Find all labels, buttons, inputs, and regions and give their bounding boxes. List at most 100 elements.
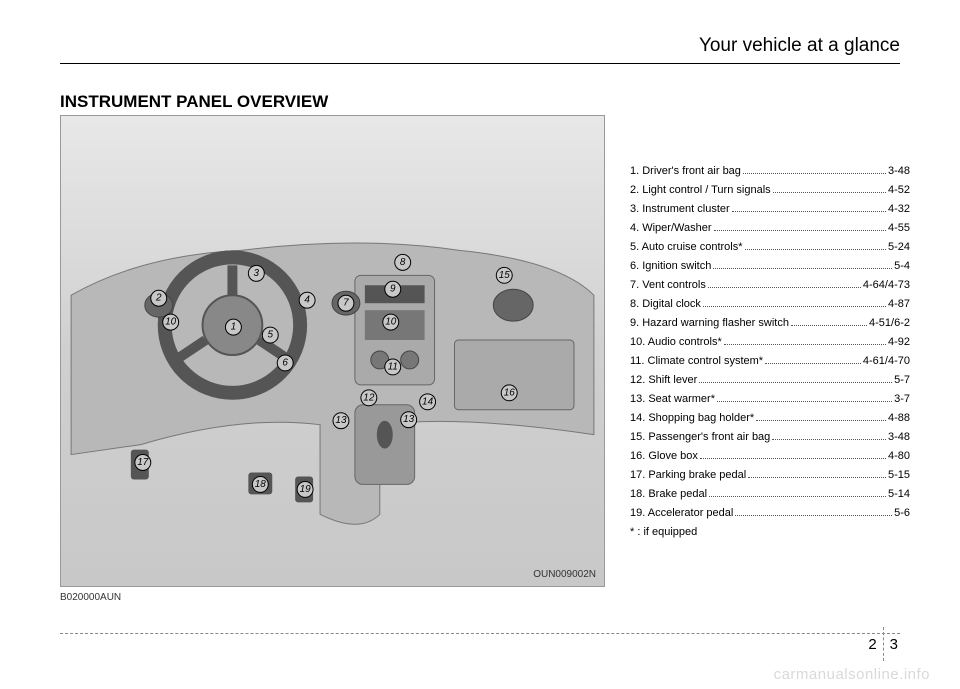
legend-item-ref: 3-48 (888, 431, 910, 443)
legend-item-label: 1. Driver's front air bag (630, 165, 741, 177)
legend-item-dots (756, 420, 886, 421)
callout-number: 15 (499, 270, 511, 281)
legend-item-dots (700, 458, 886, 459)
callout-number: 13 (335, 415, 347, 426)
legend-item: 18. Brake pedal 5-14 (630, 488, 910, 500)
legend-item: 17. Parking brake pedal 5-15 (630, 469, 910, 481)
legend-item: 6. Ignition switch 5-4 (630, 260, 910, 272)
callout-number: 10 (165, 317, 177, 328)
legend-item: 1. Driver's front air bag 3-48 (630, 165, 910, 177)
legend-item-dots (735, 515, 892, 516)
legend-item-dots (708, 287, 861, 288)
legend-item-ref: 4-55 (888, 222, 910, 234)
image-code-outer: B020000AUN (60, 592, 121, 603)
legend-item-label: 10. Audio controls* (630, 336, 722, 348)
callout-number: 13 (403, 414, 415, 425)
legend-item-dots (713, 268, 892, 269)
legend-item-dots (773, 192, 886, 193)
legend-item: 8. Digital clock 4-87 (630, 298, 910, 310)
legend-item-label: 12. Shift lever (630, 374, 697, 386)
legend-item-label: 19. Accelerator pedal (630, 507, 733, 519)
callout-number: 17 (137, 457, 149, 468)
legend-item: 15. Passenger's front air bag 3-48 (630, 431, 910, 443)
legend-item-label: 4. Wiper/Washer (630, 222, 712, 234)
legend-item-dots (748, 477, 886, 478)
legend-item: 19. Accelerator pedal 5-6 (630, 507, 910, 519)
legend-item-dots (743, 173, 886, 174)
header: Your vehicle at a glance (60, 35, 900, 64)
legend-item-dots (765, 363, 861, 364)
legend-footnote: * : if equipped (630, 526, 910, 538)
callout-number: 9 (390, 284, 396, 295)
legend-item-label: 9. Hazard warning flasher switch (630, 317, 789, 329)
legend-item-ref: 4-51/6-2 (869, 317, 910, 329)
legend-item-label: 16. Glove box (630, 450, 698, 462)
legend-item-dots (714, 230, 886, 231)
legend-item: 4. Wiper/Washer 4-55 (630, 222, 910, 234)
callout-number: 14 (422, 396, 434, 407)
legend-item-dots (724, 344, 886, 345)
legend-list: 1. Driver's front air bag 3-48 2. Light c… (630, 165, 910, 538)
callout-number: 16 (504, 387, 516, 398)
page-number-page: 3 (884, 636, 898, 653)
legend-item: 9. Hazard warning flasher switch 4-51/6-… (630, 317, 910, 329)
page-number-section: 2 (868, 636, 882, 653)
legend-item-dots (791, 325, 867, 326)
legend-item: 5. Auto cruise controls* 5-24 (630, 241, 910, 253)
legend-item: 13. Seat warmer* 3-7 (630, 393, 910, 405)
footer-rule (60, 633, 900, 634)
legend-item-label: 18. Brake pedal (630, 488, 707, 500)
legend-item-ref: 4-52 (888, 184, 910, 196)
legend-item-label: 11. Climate control system* (630, 355, 763, 367)
legend-item-ref: 5-6 (894, 507, 910, 519)
legend-item-dots (699, 382, 892, 383)
legend-item-label: 13. Seat warmer* (630, 393, 715, 405)
callout-number: 4 (304, 295, 310, 306)
legend-item-dots (732, 211, 886, 212)
legend-item-ref: 4-32 (888, 203, 910, 215)
callout-number: 6 (282, 357, 288, 368)
legend-item-ref: 4-92 (888, 336, 910, 348)
instrument-panel-illustration: 123456789101011121313141516171819 OUN009… (60, 115, 605, 587)
callout-number: 10 (385, 317, 397, 328)
callout-number: 5 (267, 330, 273, 341)
legend-item: 2. Light control / Turn signals 4-52 (630, 184, 910, 196)
legend-item-ref: 4-80 (888, 450, 910, 462)
header-rule (60, 63, 900, 64)
callout-number: 11 (388, 361, 398, 372)
legend-item: 16. Glove box 4-80 (630, 450, 910, 462)
legend-item-ref: 5-24 (888, 241, 910, 253)
callout-number: 3 (254, 268, 260, 279)
callout-number: 2 (155, 293, 162, 304)
callout-number: 8 (400, 257, 406, 268)
callout-number: 1 (231, 322, 237, 333)
legend-item-label: 6. Ignition switch (630, 260, 711, 272)
legend-item: 3. Instrument cluster 4-32 (630, 203, 910, 215)
legend-item-label: 5. Auto cruise controls* (630, 241, 743, 253)
watermark: carmanualsonline.info (774, 666, 930, 683)
callout-number: 18 (255, 479, 267, 490)
legend-item-dots (709, 496, 886, 497)
center-knob-right (401, 351, 419, 369)
shift-lever (377, 421, 393, 449)
legend-item-dots (703, 306, 886, 307)
dashboard-svg: 123456789101011121313141516171819 (61, 116, 604, 586)
legend-item-ref: 4-88 (888, 412, 910, 424)
legend-item-label: 7. Vent controls (630, 279, 706, 291)
legend-item-dots (745, 249, 886, 250)
legend-item-dots (717, 401, 892, 402)
legend-item-ref: 4-87 (888, 298, 910, 310)
image-code-inner: OUN009002N (533, 569, 596, 580)
legend-item-label: 15. Passenger's front air bag (630, 431, 770, 443)
legend-item-ref: 3-7 (894, 393, 910, 405)
legend-item-label: 8. Digital clock (630, 298, 701, 310)
legend-item-ref: 5-14 (888, 488, 910, 500)
legend-item-ref: 5-15 (888, 469, 910, 481)
legend-item-label: 2. Light control / Turn signals (630, 184, 771, 196)
legend-item-ref: 4-61/4-70 (863, 355, 910, 367)
legend-item: 12. Shift lever 5-7 (630, 374, 910, 386)
legend-item-label: 3. Instrument cluster (630, 203, 730, 215)
page-title: INSTRUMENT PANEL OVERVIEW (60, 92, 328, 112)
callout-number: 19 (300, 484, 312, 495)
section-title: Your vehicle at a glance (60, 35, 900, 61)
